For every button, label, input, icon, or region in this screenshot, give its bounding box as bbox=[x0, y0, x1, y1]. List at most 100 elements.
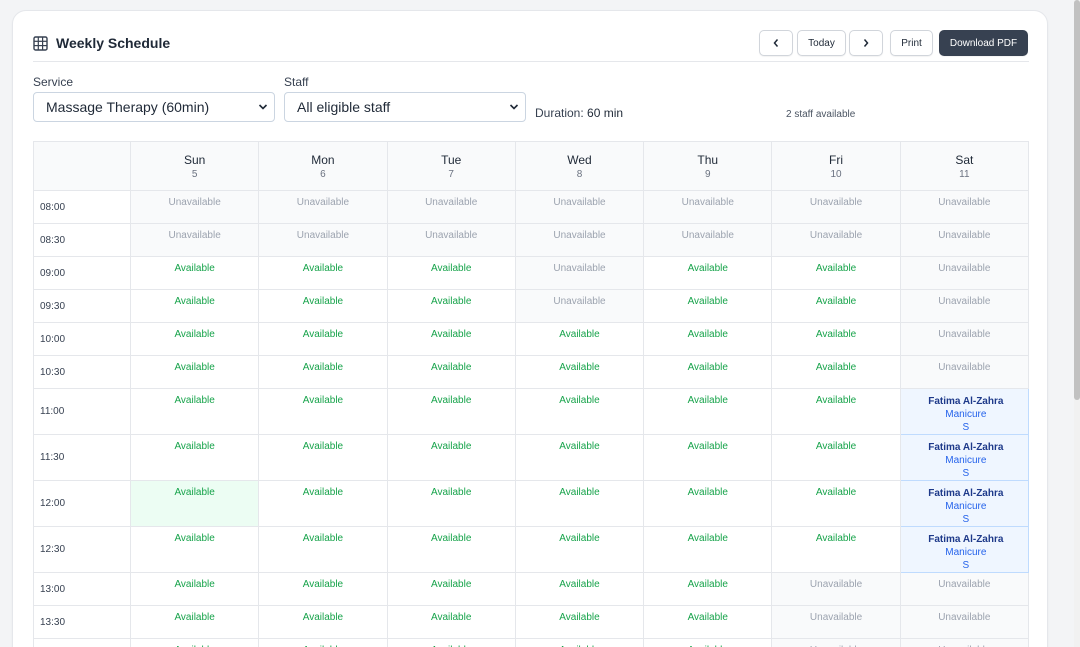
day-header-sat: Sat 11 bbox=[899, 141, 1030, 191]
available-slot[interactable]: Available bbox=[386, 638, 516, 647]
available-slot[interactable]: Available bbox=[129, 322, 260, 356]
available-slot[interactable]: Available bbox=[129, 289, 260, 323]
day-header-mon: Mon 6 bbox=[258, 141, 388, 191]
available-slot[interactable]: Available bbox=[514, 572, 645, 606]
available-slot[interactable]: Available bbox=[643, 480, 773, 527]
staff-select[interactable]: All eligible staff bbox=[284, 92, 526, 122]
available-slot[interactable]: Available bbox=[129, 638, 260, 647]
available-slot[interactable]: Available bbox=[386, 256, 516, 290]
available-slot[interactable]: Available bbox=[514, 526, 645, 573]
available-slot[interactable]: Available bbox=[258, 355, 388, 389]
available-slot[interactable]: Available bbox=[514, 605, 645, 639]
available-slot[interactable]: Available bbox=[514, 638, 645, 647]
available-slot[interactable]: Available bbox=[386, 605, 516, 639]
available-slot[interactable]: Available bbox=[129, 355, 260, 389]
day-name: Mon bbox=[311, 152, 335, 167]
booking-code: S bbox=[962, 514, 970, 525]
available-slot[interactable]: Available bbox=[386, 526, 516, 573]
available-slot[interactable]: Available bbox=[258, 480, 388, 527]
available-slot[interactable]: Available bbox=[771, 256, 901, 290]
booking-slot[interactable]: Fatima Al-Zahra Manicure S bbox=[899, 526, 1030, 573]
available-slot[interactable]: Available bbox=[771, 388, 901, 435]
booking-slot[interactable]: Fatima Al-Zahra Manicure S bbox=[899, 388, 1030, 435]
available-slot[interactable]: Available bbox=[514, 388, 645, 435]
day-header-tue: Tue 7 bbox=[386, 141, 516, 191]
available-slot[interactable]: Available bbox=[514, 355, 645, 389]
time-label: 13:30 bbox=[33, 605, 131, 639]
available-slot[interactable]: Available bbox=[258, 256, 388, 290]
unavailable-slot: Unavailable bbox=[514, 223, 645, 257]
available-slot[interactable]: Available bbox=[129, 605, 260, 639]
available-slot[interactable]: Available bbox=[771, 434, 901, 481]
available-slot[interactable]: Available bbox=[386, 289, 516, 323]
available-slot[interactable]: Available bbox=[771, 480, 901, 527]
chevron-right-icon bbox=[863, 39, 869, 47]
available-slot[interactable]: Available bbox=[129, 526, 260, 573]
available-slot[interactable]: Available bbox=[643, 526, 773, 573]
unavailable-slot: Unavailable bbox=[514, 190, 645, 224]
today-button[interactable]: Today bbox=[797, 30, 846, 56]
available-slot[interactable]: Available bbox=[514, 480, 645, 527]
service-select[interactable]: Massage Therapy (60min) bbox=[33, 92, 275, 122]
available-slot[interactable]: Available bbox=[129, 256, 260, 290]
available-slot[interactable]: Available bbox=[258, 388, 388, 435]
available-slot[interactable]: Available bbox=[386, 572, 516, 606]
available-slot[interactable]: Available bbox=[643, 572, 773, 606]
available-slot[interactable]: Available bbox=[643, 355, 773, 389]
available-slot[interactable]: Available bbox=[129, 434, 260, 481]
available-slot[interactable]: Available bbox=[771, 322, 901, 356]
calendar-grid-icon bbox=[33, 35, 48, 51]
next-week-button[interactable] bbox=[849, 30, 883, 56]
available-slot[interactable]: Available bbox=[771, 355, 901, 389]
available-slot[interactable]: Available bbox=[386, 480, 516, 527]
available-slot[interactable]: Available bbox=[643, 434, 773, 481]
available-slot[interactable]: Available bbox=[386, 434, 516, 481]
available-slot[interactable]: Available bbox=[129, 480, 260, 527]
day-name: Sat bbox=[955, 152, 974, 167]
unavailable-slot: Unavailable bbox=[899, 605, 1030, 639]
booking-client-name: Fatima Al-Zahra bbox=[928, 396, 1004, 407]
booking-slot[interactable]: Fatima Al-Zahra Manicure S bbox=[899, 480, 1030, 527]
header-divider bbox=[33, 61, 1029, 62]
available-slot[interactable]: Available bbox=[258, 322, 388, 356]
duration-value: 60 min bbox=[587, 106, 624, 120]
available-slot[interactable]: Available bbox=[514, 322, 645, 356]
available-slot[interactable]: Available bbox=[643, 605, 773, 639]
booking-code: S bbox=[962, 422, 970, 433]
available-slot[interactable]: Available bbox=[129, 388, 260, 435]
time-label: 12:00 bbox=[33, 480, 131, 527]
available-slot[interactable]: Available bbox=[771, 526, 901, 573]
download-pdf-button[interactable]: Download PDF bbox=[939, 30, 1028, 56]
available-slot[interactable]: Available bbox=[258, 572, 388, 606]
print-button[interactable]: Print bbox=[890, 30, 933, 56]
scrollbar-thumb[interactable] bbox=[1074, 0, 1080, 400]
unavailable-slot: Unavailable bbox=[643, 223, 773, 257]
available-slot[interactable]: Available bbox=[258, 605, 388, 639]
available-slot[interactable]: Available bbox=[643, 256, 773, 290]
booking-slot[interactable]: Fatima Al-Zahra Manicure S bbox=[899, 434, 1030, 481]
available-slot[interactable]: Available bbox=[258, 434, 388, 481]
available-slot[interactable]: Available bbox=[386, 388, 516, 435]
page-title: Weekly Schedule bbox=[56, 35, 171, 51]
available-slot[interactable]: Available bbox=[771, 289, 901, 323]
available-slot[interactable]: Available bbox=[258, 526, 388, 573]
time-label: 11:30 bbox=[33, 434, 131, 481]
available-slot[interactable]: Available bbox=[129, 572, 260, 606]
day-name: Tue bbox=[441, 152, 462, 167]
available-slot[interactable]: Available bbox=[643, 388, 773, 435]
time-row: 09:30 Available Available Available Unavaila… bbox=[33, 289, 1030, 323]
booking-service: Manicure bbox=[945, 547, 987, 558]
prev-week-button[interactable] bbox=[759, 30, 793, 56]
available-slot[interactable]: Available bbox=[258, 638, 388, 647]
available-slot[interactable]: Available bbox=[258, 289, 388, 323]
available-slot[interactable]: Available bbox=[514, 434, 645, 481]
available-slot[interactable]: Available bbox=[386, 322, 516, 356]
unavailable-slot: Unavailable bbox=[771, 605, 901, 639]
available-slot[interactable]: Available bbox=[643, 289, 773, 323]
day-date: 6 bbox=[320, 168, 326, 180]
available-slot[interactable]: Available bbox=[643, 322, 773, 356]
day-date: 10 bbox=[830, 168, 842, 180]
available-slot[interactable]: Available bbox=[643, 638, 773, 647]
available-slot[interactable]: Available bbox=[386, 355, 516, 389]
page-scrollbar[interactable] bbox=[1074, 0, 1080, 647]
